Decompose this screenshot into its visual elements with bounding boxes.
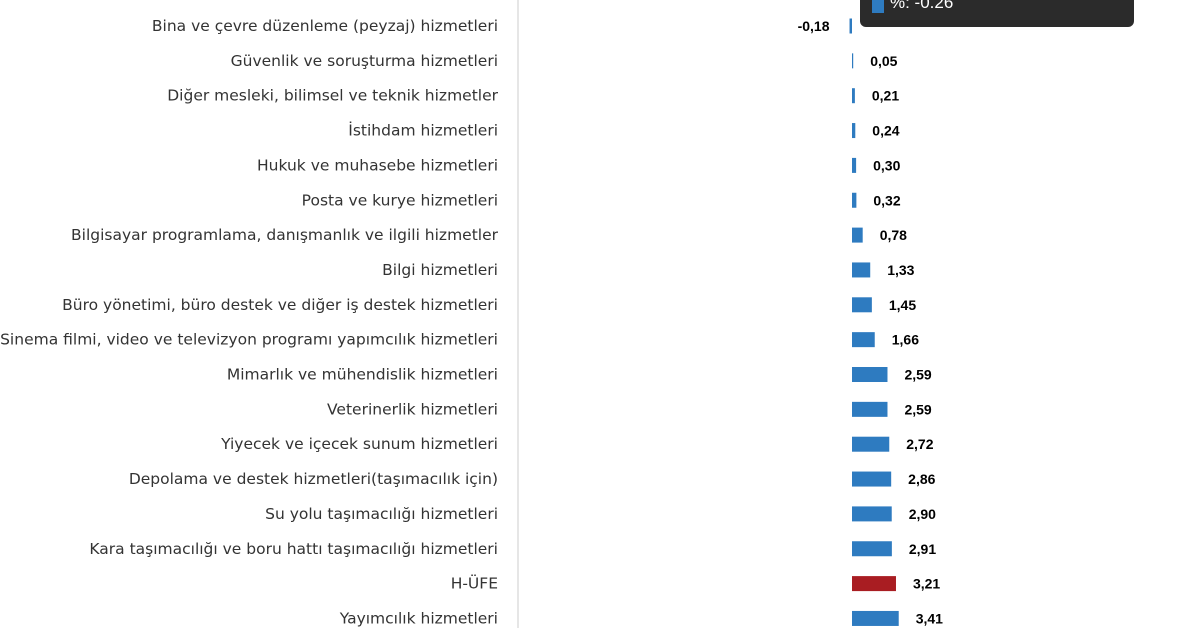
category-label: İstihdam hizmetleri [348,121,498,140]
value-label: 0,24 [872,123,899,139]
category-label: Yayımcılık hizmetleri [339,609,498,627]
value-label: 1,45 [889,297,916,313]
category-label: Depolama ve destek hizmetleri(taşımacılı… [129,470,498,488]
value-label: 0,32 [873,192,900,208]
category-label: Hukuk ve muhasebe hizmetleri [257,156,498,174]
category-label: Bina ve çevre düzenleme (peyzaj) hizmetl… [152,17,498,35]
bar[interactable] [852,506,892,522]
category-label: Veterinerlik hizmetleri [327,400,498,418]
value-label: 0,21 [872,88,899,104]
value-label: 2,72 [906,436,933,452]
bar[interactable] [852,123,856,139]
bar[interactable] [852,192,857,208]
value-label: 1,66 [892,332,919,348]
value-label: 0,78 [880,227,907,243]
category-label: Mimarlık ve mühendislik hizmetleri [227,366,498,384]
tooltip-swatch-icon [872,0,884,13]
value-label: 2,86 [908,471,935,487]
bar[interactable] [849,18,852,34]
bar[interactable] [852,157,857,173]
value-label: 2,90 [909,506,936,522]
bar[interactable] [852,401,888,417]
category-label: Su yolu taşımacılığı hizmetleri [265,505,498,523]
bar[interactable] [852,610,899,626]
tooltip-text: %: -0.26 [890,0,954,12]
bar[interactable] [852,297,872,313]
category-label: Diğer mesleki, bilimsel ve teknik hizmet… [167,87,498,105]
category-label: H-ÜFE [451,574,498,593]
bar[interactable] [852,436,890,452]
category-label: Güvenlik ve soruşturma hizmetleri [231,52,498,70]
category-label: Yiyecek ve içecek sunum hizmetleri [220,435,498,453]
bar[interactable] [852,53,854,69]
bar[interactable] [852,541,892,557]
bar[interactable] [852,471,892,487]
value-label: 0,05 [870,53,897,69]
value-label: 0,30 [873,157,900,173]
value-label: 3,21 [913,576,940,592]
bar[interactable] [852,367,888,382]
value-label: 3,41 [916,610,943,626]
value-label: 1,33 [887,262,914,278]
chart-tooltip: %: -0.26 [860,0,1134,27]
category-label: Bilgisayar programlama, danışmanlık ve i… [71,226,499,244]
category-label: Kara taşımacılığı ve boru hattı taşımacı… [89,540,498,558]
category-label: Sinema filmi, video ve televizyon progra… [0,331,498,349]
bar[interactable] [852,332,875,348]
category-label: Bilgi hizmetleri [382,261,498,279]
category-label: Büro yönetimi, büro destek ve diğer iş d… [62,296,498,314]
value-label: -0,18 [798,18,830,34]
bar[interactable] [852,262,871,278]
bar[interactable] [852,227,863,243]
bar-highlight[interactable] [852,576,896,592]
bar[interactable] [852,88,855,104]
value-label: 2,59 [904,367,931,383]
value-label: 2,59 [904,401,931,417]
category-label: Posta ve kurye hizmetleri [302,191,498,209]
value-label: 2,91 [909,541,936,557]
